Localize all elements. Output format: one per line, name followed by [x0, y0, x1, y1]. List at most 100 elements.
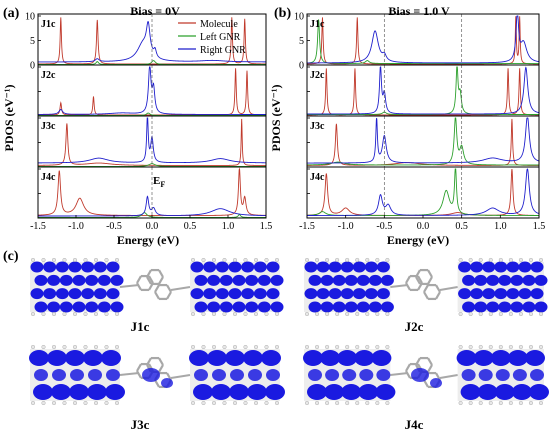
density-lobe — [241, 261, 255, 273]
hydrogen-atom — [41, 258, 46, 263]
chart-b-j4c-series-left-gnr — [307, 168, 539, 216]
chart-a: J1c 10 5 0 J2c J3c J4c -1.5 -1.0 -0.5 0.0 0.5 1.0 1.5 — [25, 12, 272, 233]
density-lobe — [307, 384, 327, 400]
density-lobe — [194, 274, 208, 286]
fermi-level-label: EF — [153, 175, 165, 189]
hydrogen-atom — [325, 401, 330, 406]
density-lobe — [359, 369, 374, 381]
legend-label-right-gnr: Right GNR — [200, 45, 246, 56]
density-lobe — [55, 288, 69, 300]
chart-b-subplot-j3c: J3c — [306, 115, 540, 168]
density-lobe — [232, 301, 246, 313]
density-lobe — [69, 384, 89, 400]
bond — [119, 372, 140, 376]
bond — [415, 276, 421, 285]
density-lobe — [68, 288, 82, 300]
density-lobe — [34, 301, 48, 313]
density-lobe — [47, 350, 67, 366]
hydrogen-atom — [375, 345, 380, 350]
hydrogen-atom — [345, 258, 350, 263]
hydrogen-atom — [468, 258, 473, 263]
chart-a-ytick-label: 10 — [25, 12, 35, 23]
chart-a-title: Bias = 0V — [130, 4, 180, 18]
bond — [439, 374, 458, 379]
hydrogen-atom — [365, 258, 370, 263]
panel-label-a: (a) — [3, 6, 20, 21]
chart-b-subplot-frame — [306, 13, 540, 66]
hydrogen-atom — [325, 258, 330, 263]
density-lobe — [510, 274, 524, 286]
chart-b-j4c-series-molecule — [307, 168, 539, 216]
hydrogen-atom — [232, 345, 237, 350]
hydrogen-atom — [222, 258, 227, 263]
chart-a-xtick-label: -0.5 — [106, 221, 122, 232]
hydrogen-atom — [31, 312, 36, 317]
hydrogen-atom — [498, 312, 503, 317]
density-lobe — [320, 301, 334, 313]
structure-label-j1c: J1c — [131, 319, 150, 334]
hydrogen-atom — [243, 345, 248, 350]
chart-b-xtick-label: -1.5 — [299, 221, 315, 232]
bond — [136, 282, 142, 291]
hydrogen-atom — [325, 312, 330, 317]
density-lobe — [498, 301, 512, 313]
density-lobe — [478, 369, 493, 381]
chart-a-ytick-label: 5 — [30, 36, 35, 47]
chart-b-j2c-series-left-gnr — [307, 66, 539, 115]
chart-b-j3c-series-left-gnr — [307, 117, 539, 166]
hydrogen-atom — [345, 312, 350, 317]
chart-a-subplot-j1c: J1c 10 5 0 — [25, 12, 267, 72]
hydrogen-atom — [355, 258, 360, 263]
chart-b-subplot-label: J4c — [310, 172, 325, 183]
density-lobe — [87, 384, 107, 400]
density-lobe — [190, 288, 204, 300]
chart-a-subplot-label: J4c — [41, 172, 56, 183]
hydrogen-atom — [253, 345, 258, 350]
density-lobe — [106, 261, 120, 273]
hydrogen-atom — [93, 258, 98, 263]
hydrogen-atom — [31, 345, 36, 350]
density-lobe — [511, 384, 532, 400]
hydrogen-atom — [528, 312, 533, 317]
hydrogen-atom — [325, 345, 330, 350]
hydrogen-atom — [243, 312, 248, 317]
chart-b-subplot-j1c: J1c 10 5 0 — [294, 12, 540, 72]
hydrogen-atom — [232, 401, 237, 406]
density-lobe — [72, 301, 86, 313]
density-lobe — [308, 274, 322, 286]
density-lobe — [324, 384, 345, 400]
hydrogen-atom — [201, 312, 206, 317]
density-lobe — [332, 301, 346, 313]
density-lobe — [106, 288, 120, 300]
density-lobe — [245, 274, 259, 286]
hydrogen-atom — [375, 312, 380, 317]
hydrogen-atom — [52, 258, 57, 263]
chart-b-ytick-label: 0 — [299, 61, 304, 72]
density-lobe — [266, 288, 280, 300]
bond — [423, 291, 429, 300]
bond — [119, 284, 140, 288]
density-lobe — [482, 261, 496, 273]
density-lobe — [461, 369, 476, 381]
density-lobe — [225, 350, 245, 366]
chart-b-subplot-label: J2c — [310, 70, 325, 81]
hydrogen-atom — [232, 258, 237, 263]
hydrogen-atom — [345, 401, 350, 406]
hydrogen-atom — [478, 312, 483, 317]
chart-b-subplot-j2c: J2c — [306, 64, 540, 117]
chart-a-xtick-label: 0.5 — [184, 221, 197, 232]
hydrogen-atom — [315, 258, 320, 263]
density-lobe — [253, 288, 267, 300]
hydrogen-atom — [355, 345, 360, 350]
density-lobe — [270, 274, 284, 286]
density-lobe — [241, 288, 255, 300]
chart-b-subplot-frame — [306, 64, 540, 117]
density-lobe — [340, 288, 354, 300]
chart-b-j4c-series-right-gnr — [307, 168, 539, 216]
density-lobe — [462, 274, 476, 286]
hydrogen-atom — [539, 401, 544, 406]
hydrogen-atom — [222, 345, 227, 350]
density-lobe — [228, 261, 242, 273]
bond — [136, 370, 142, 379]
hydrogen-atom — [83, 258, 88, 263]
